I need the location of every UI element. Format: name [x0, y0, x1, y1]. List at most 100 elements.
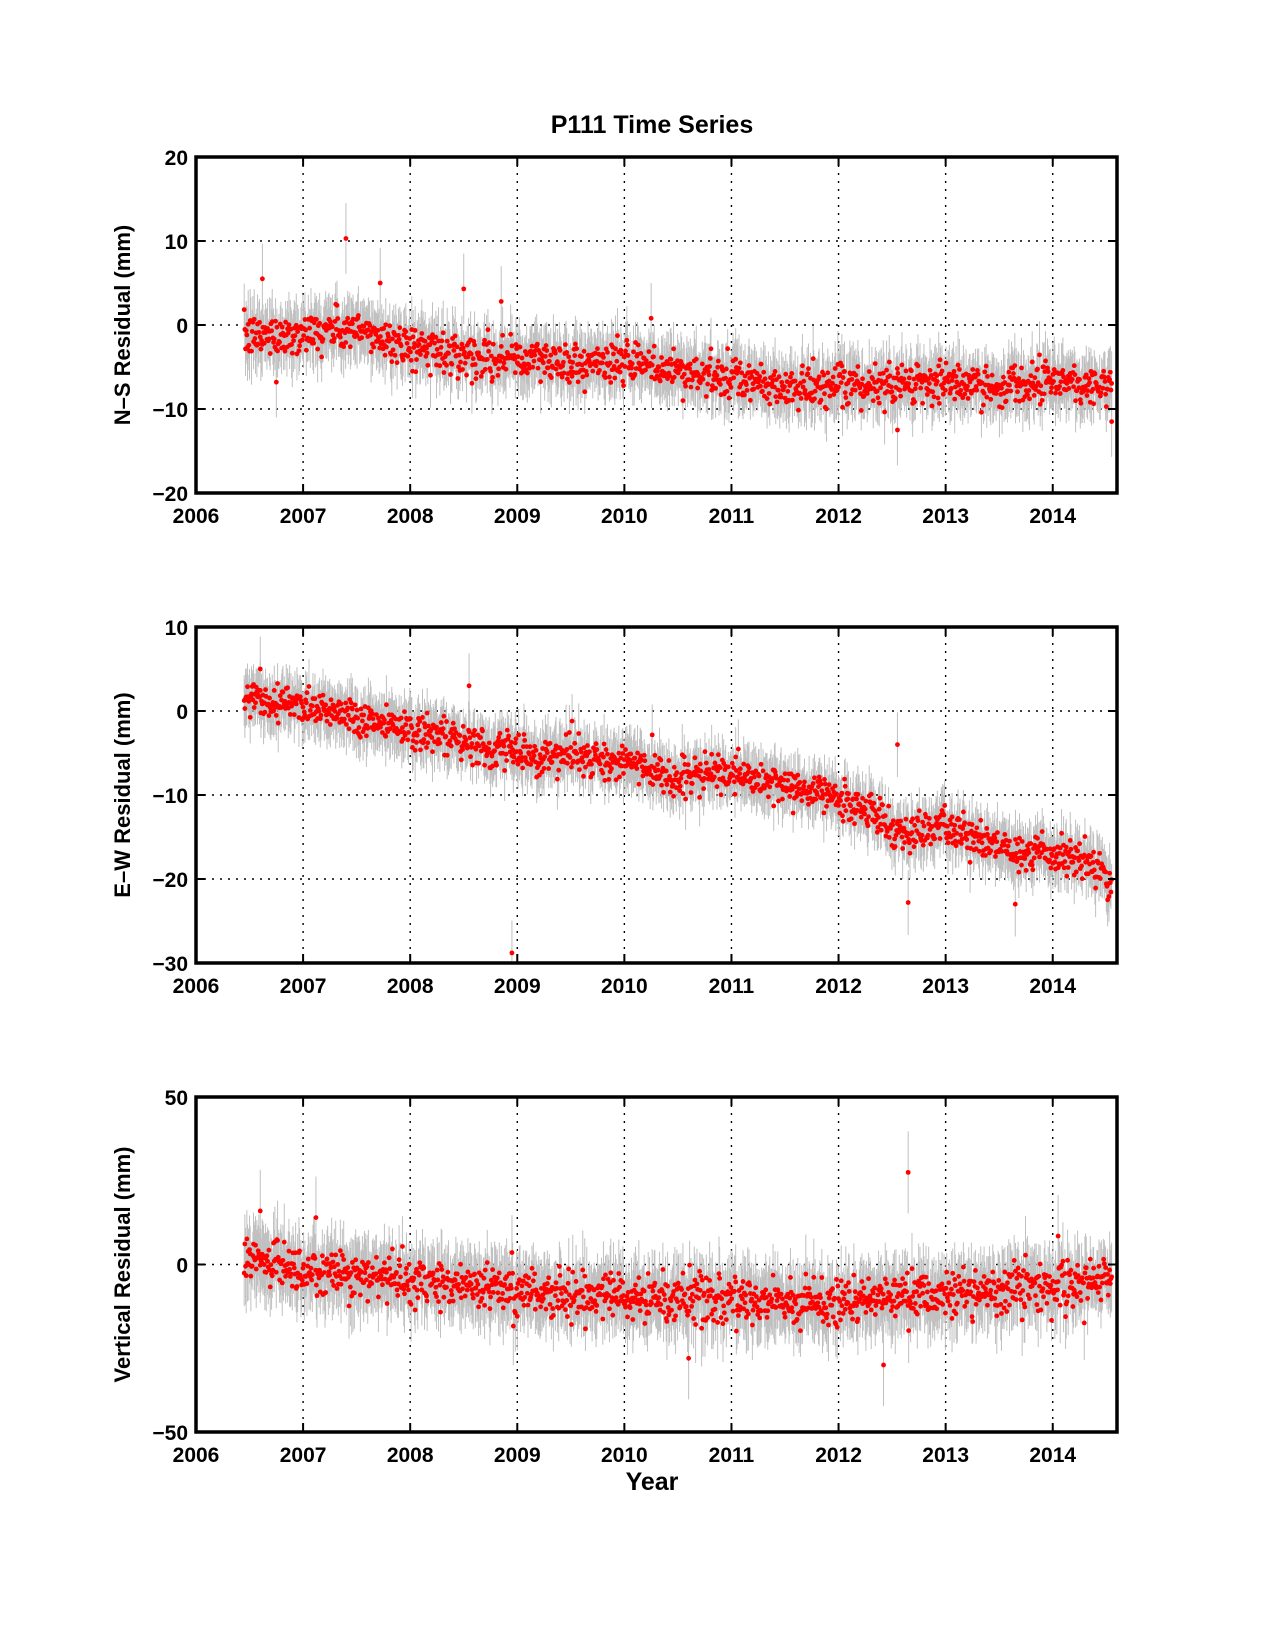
- ns-data-point: [1071, 384, 1076, 390]
- ns-data-point: [1011, 371, 1016, 376]
- ew-data-point: [414, 740, 419, 745]
- ew-data-point: [430, 749, 435, 755]
- ns-data-point: [943, 360, 949, 366]
- ns-data-point: [249, 329, 255, 334]
- ns-data-point: [699, 361, 705, 367]
- ew-data-point: [901, 825, 907, 831]
- ns-data-point: [937, 357, 943, 363]
- ns-data-point: [1023, 382, 1028, 387]
- ns-data-point: [468, 351, 474, 357]
- ns-data-point: [307, 325, 313, 331]
- ew-data-point: [892, 836, 898, 842]
- ns-data-point: [723, 375, 729, 381]
- ns-data-point: [906, 381, 912, 387]
- ns-data-point: [648, 315, 654, 321]
- ns-data-point: [572, 353, 578, 358]
- ns-data-point: [882, 409, 887, 415]
- ns-data-point: [947, 390, 953, 396]
- ns-data-point: [782, 384, 787, 390]
- ew-data-point: [299, 700, 305, 706]
- ew-data-point: [735, 746, 741, 752]
- ns-data-point: [587, 359, 592, 365]
- ew-data-point: [822, 777, 827, 782]
- ew-data-point: [751, 774, 757, 780]
- ns-data-point: [1100, 385, 1106, 391]
- ns-data-point: [273, 379, 279, 385]
- ns-data-point: [496, 366, 502, 372]
- ew-data-point: [358, 706, 364, 712]
- ns-data-point: [659, 355, 664, 360]
- ns-data-point: [497, 358, 503, 364]
- ew-data-point: [790, 786, 795, 792]
- ns-data-point: [965, 383, 970, 389]
- ns-data-point: [524, 352, 530, 358]
- ns-data-point: [408, 349, 413, 355]
- ew-data-point: [824, 803, 829, 809]
- ns-data-point: [526, 362, 532, 367]
- ns-data-point: [381, 326, 387, 331]
- ew-data-point: [547, 740, 553, 746]
- ns-data-point: [580, 374, 586, 380]
- ns-x-tick-label: 2014: [1029, 505, 1076, 528]
- ns-data-point: [926, 376, 932, 382]
- ew-data-point: [785, 777, 791, 783]
- ew-data-point: [374, 712, 379, 718]
- ns-data-point: [875, 395, 881, 401]
- ns-data-point: [343, 340, 349, 345]
- ew-data-point: [663, 768, 669, 774]
- ns-data-point: [608, 380, 614, 385]
- ns-data-point: [906, 375, 912, 381]
- ew-data-point: [291, 712, 297, 718]
- ew-data-point: [323, 702, 329, 708]
- ns-data-point: [982, 369, 988, 375]
- ns-data-point: [617, 369, 623, 375]
- ns-data-point: [334, 302, 340, 308]
- ns-data-point: [595, 346, 600, 352]
- ns-data-point: [1006, 369, 1012, 375]
- ew-data-point: [309, 703, 315, 709]
- ns-data-point: [1098, 390, 1104, 396]
- ns-data-point: [739, 370, 745, 376]
- ns-data-point: [566, 354, 572, 360]
- ns-data-point: [1047, 376, 1053, 382]
- ew-data-point: [822, 781, 828, 787]
- ew-data-point: [504, 727, 510, 733]
- ew-data-point: [821, 810, 827, 816]
- ew-data-point: [528, 762, 534, 767]
- ew-data-point: [840, 813, 845, 819]
- ns-data-point: [455, 376, 461, 381]
- ew-data-point: [304, 690, 310, 696]
- ew-data-point: [384, 702, 389, 708]
- ns-data-point: [956, 366, 962, 372]
- ew-data-point: [472, 728, 477, 733]
- ew-data-point: [772, 769, 778, 775]
- ns-data-point: [705, 368, 711, 374]
- ew-data-point: [524, 744, 530, 749]
- ew-data-point: [452, 726, 457, 732]
- ns-data-point: [410, 334, 416, 340]
- ns-data-point: [382, 352, 388, 358]
- ew-data-point: [601, 741, 607, 747]
- ns-x-tick-label: 2010: [601, 505, 648, 528]
- ew-data-point: [482, 762, 487, 768]
- ns-data-point: [671, 346, 676, 352]
- ns-data-point: [396, 336, 402, 342]
- ew-data-point: [712, 760, 718, 766]
- ew-data-point: [546, 766, 552, 771]
- ns-data-point: [1057, 383, 1062, 389]
- ns-data-point: [895, 427, 900, 433]
- ns-x-tick-label: 2009: [494, 505, 541, 528]
- ns-data-point: [469, 380, 475, 386]
- ns-data-point: [349, 321, 355, 327]
- ns-data-point: [806, 366, 811, 372]
- ns-data-point: [789, 370, 795, 376]
- ew-data-point: [730, 773, 736, 778]
- ns-data-point: [462, 349, 467, 355]
- ns-data-point: [618, 347, 624, 353]
- ew-data-point: [886, 803, 892, 809]
- ns-data-point: [1101, 368, 1107, 374]
- ns-data-point: [517, 344, 523, 350]
- ew-data-point: [876, 815, 881, 820]
- ns-data-point: [965, 396, 971, 401]
- ew-data-point: [685, 762, 691, 768]
